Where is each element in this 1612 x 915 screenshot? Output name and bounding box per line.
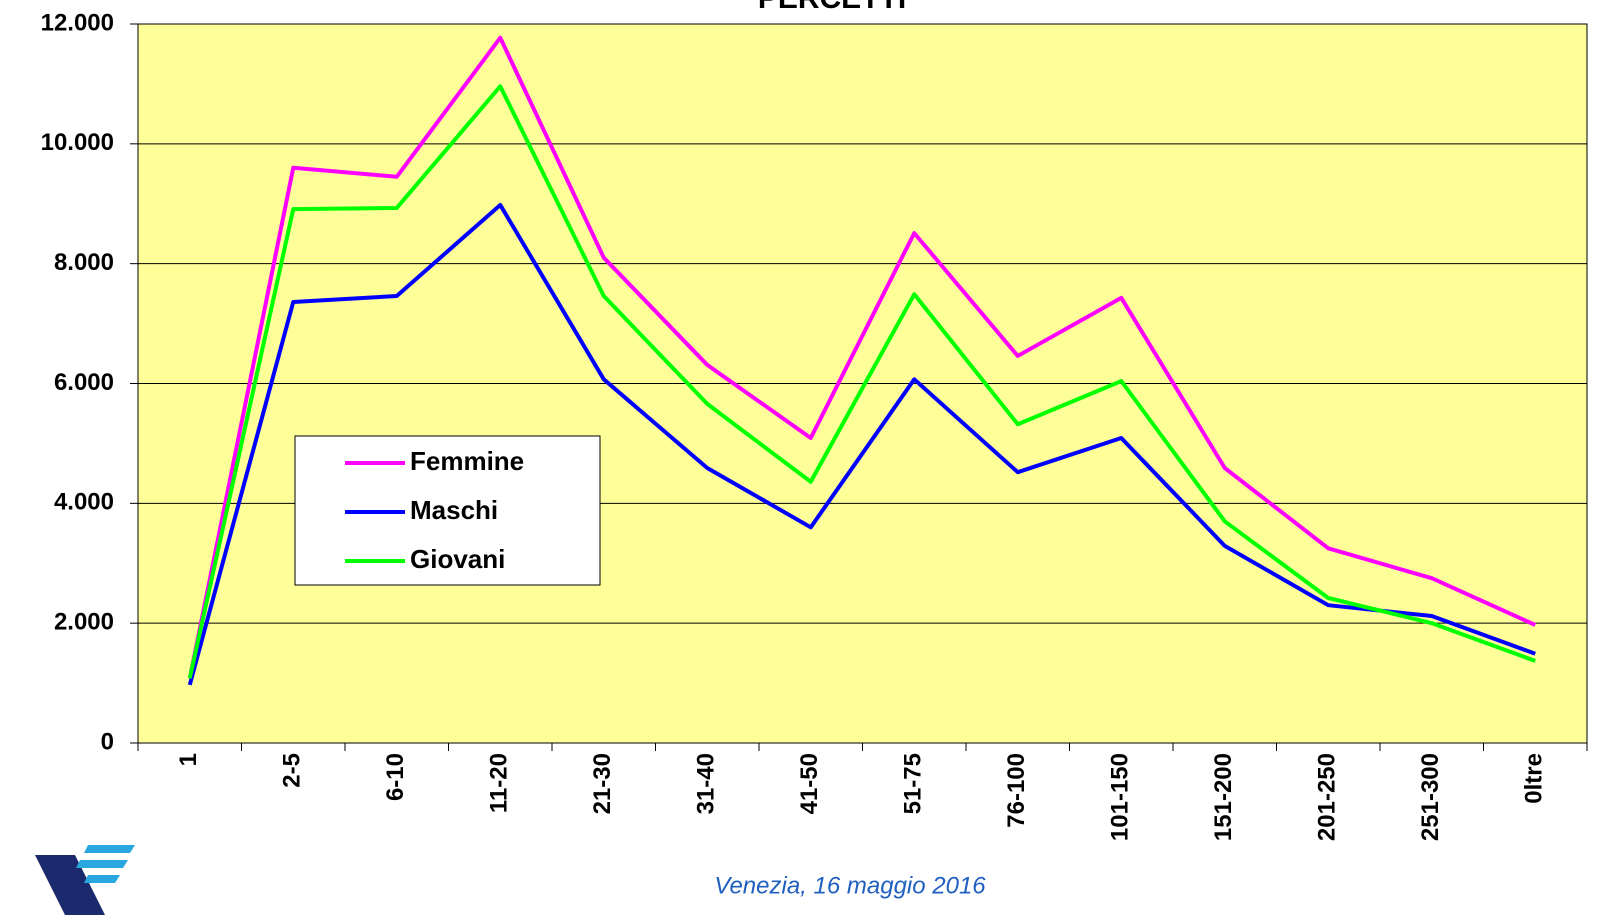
x-tick-label: 0ltre <box>1521 753 1548 804</box>
logo <box>35 845 135 915</box>
x-tick-label: 2-5 <box>279 753 306 788</box>
legend: Femmine Maschi Giovani <box>294 435 601 586</box>
legend-label: Maschi <box>410 495 498 525</box>
series-line <box>187 35 1537 679</box>
y-tick-label: 10.000 <box>41 129 114 156</box>
y-tick-label: 0 <box>101 728 114 755</box>
series-line <box>187 84 1536 679</box>
y-tick-label: 8.000 <box>54 249 114 276</box>
x-tick-label: 31-40 <box>693 753 720 814</box>
y-tick-label: 6.000 <box>54 369 114 396</box>
legend-label: Femmine <box>410 446 524 476</box>
x-tick-label: 201-250 <box>1314 753 1341 841</box>
x-tick-label: 101-150 <box>1107 753 1134 841</box>
x-tick-label: 41-50 <box>796 753 823 814</box>
footer: Venezia, 16 maggio 2016 <box>714 872 986 899</box>
y-tick-label: 4.000 <box>54 489 114 516</box>
y-tick-label: 2.000 <box>54 609 114 636</box>
chart-title: PERCETTI <box>758 0 906 15</box>
x-tick-label: 251-300 <box>1417 753 1444 841</box>
y-tick-label: 12.000 <box>41 9 114 36</box>
x-tick-label: 11-20 <box>486 753 513 813</box>
x-tick-label: 151-200 <box>1210 753 1237 841</box>
legend-label: Giovani <box>410 544 505 574</box>
series-line <box>187 202 1536 686</box>
x-tick-label: 76-100 <box>1003 753 1030 828</box>
x-tick-label: 51-75 <box>900 753 927 814</box>
x-tick-label: 6-10 <box>382 753 409 801</box>
x-tick-label: 21-30 <box>589 753 616 814</box>
x-tick-label: 1 <box>175 753 202 766</box>
